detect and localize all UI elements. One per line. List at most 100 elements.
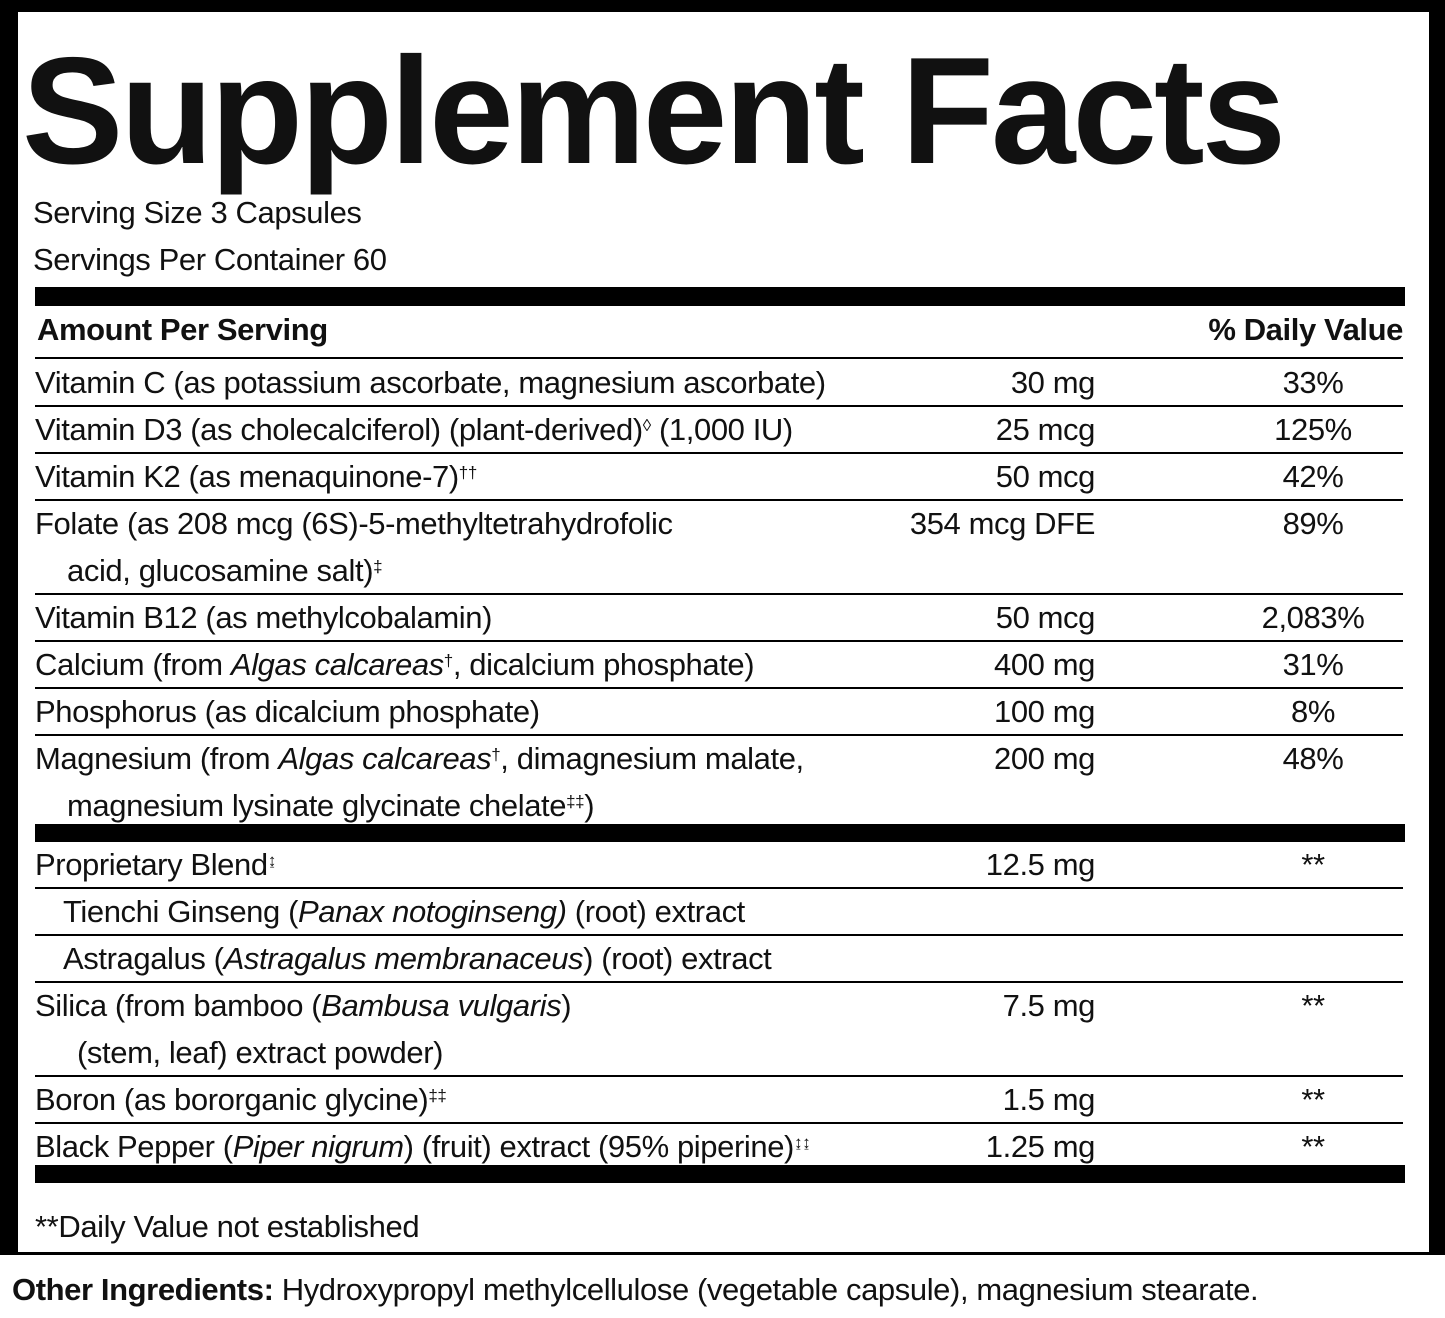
- rule: [35, 452, 1403, 454]
- rule: [35, 357, 1403, 359]
- daily-value: **: [1301, 847, 1325, 882]
- nutrient-name: Vitamin D3 (as cholecalciferol) (plant-d…: [35, 412, 793, 448]
- amount: 354 mcg DFE: [909, 506, 1096, 541]
- nutrient-name: acid, glucosamine salt)‡: [67, 553, 383, 589]
- name-part: Astragalus (: [63, 941, 224, 976]
- name-part: ): [561, 988, 572, 1023]
- name-part: Vitamin B12 (as methylcobalamin): [35, 600, 492, 635]
- nutrient-name: Vitamin K2 (as menaquinone-7)††: [35, 459, 477, 495]
- other-ingredients-label: Other Ingredients:: [12, 1272, 274, 1307]
- amount: 1.5 mg: [1002, 1082, 1096, 1117]
- nutrient-name: Vitamin B12 (as methylcobalamin): [35, 600, 492, 636]
- nutrient-name: Calcium (from Algas calcareas†, dicalciu…: [35, 647, 755, 683]
- nutrient-name: (stem, leaf) extract powder): [77, 1035, 443, 1071]
- daily-value: 42%: [1282, 459, 1344, 494]
- name-part: ): [584, 788, 595, 823]
- name-part: ††: [458, 463, 478, 482]
- daily-value: 89%: [1282, 506, 1344, 541]
- nutrient-name: Proprietary Blend↨: [35, 847, 276, 883]
- name-part: Tienchi Ginseng (: [63, 894, 298, 929]
- header-daily-value: % Daily Value: [1208, 312, 1403, 347]
- header-amount: Amount Per Serving: [37, 312, 328, 347]
- name-part: ‡‡: [428, 1086, 447, 1105]
- amount: 50 mcg: [995, 600, 1096, 635]
- nutrient-name: Boron (as bororganic glycine)‡‡: [35, 1082, 447, 1118]
- thick-rule: [35, 287, 1405, 306]
- name-part: Vitamin K2 (as menaquinone-7): [35, 459, 459, 494]
- thick-rule: [35, 1165, 1405, 1183]
- amount: 7.5 mg: [1002, 988, 1096, 1023]
- name-part: ) (fruit) extract (95% piperine): [403, 1129, 795, 1164]
- amount: 100 mg: [994, 694, 1095, 729]
- name-part: acid, glucosamine salt): [67, 553, 374, 588]
- nutrient-name: magnesium lysinate glycinate chelate‡‡): [67, 788, 595, 824]
- name-part: (stem, leaf) extract powder): [77, 1035, 444, 1070]
- name-part: Astragalus membranaceus: [223, 941, 584, 976]
- rule: [35, 981, 1403, 983]
- name-part: ◊: [642, 416, 651, 435]
- amount: 400 mg: [994, 647, 1095, 682]
- name-part: Algas calcareas: [278, 741, 492, 776]
- other-ingredients: Other Ingredients: Hydroxypropyl methylc…: [12, 1272, 1259, 1308]
- name-part: Panax notoginseng): [298, 894, 567, 929]
- name-part: ‡‡: [566, 792, 585, 811]
- thick-rule: [35, 824, 1405, 842]
- amount: 200 mg: [994, 741, 1095, 776]
- name-part: (root) extract: [566, 894, 746, 929]
- name-part: Black Pepper (: [35, 1129, 233, 1164]
- name-part: ) (root) extract: [583, 941, 772, 976]
- nutrient-name: Black Pepper (Piper nigrum) (fruit) extr…: [35, 1129, 811, 1165]
- name-part: Bambusa vulgaris: [321, 988, 562, 1023]
- rule: [35, 640, 1403, 642]
- nutrient-name: Magnesium (from Algas calcareas†, dimagn…: [35, 741, 804, 777]
- serving-size: Serving Size 3 Capsules: [33, 195, 362, 230]
- rule: [35, 1122, 1403, 1124]
- rule: [35, 887, 1403, 889]
- name-part: Silica (from bamboo (: [35, 988, 322, 1023]
- name-part: Vitamin C (as potassium ascorbate, magne…: [35, 365, 826, 400]
- nutrient-name: Tienchi Ginseng (Panax notoginseng) (roo…: [63, 894, 745, 930]
- amount: 1.25 mg: [985, 1129, 1096, 1164]
- name-part: Folate (as 208 mcg (6S)-5-methyltetrahyd…: [35, 506, 673, 541]
- name-part: (1,000 IU): [650, 412, 793, 447]
- servings-per-container: Servings Per Container 60: [33, 242, 387, 277]
- daily-value: 48%: [1282, 741, 1344, 776]
- daily-value: 125%: [1274, 412, 1352, 447]
- daily-value: **: [1301, 988, 1325, 1023]
- name-part: Algas calcareas: [230, 647, 444, 682]
- name-part: ‡: [373, 557, 383, 576]
- name-part: Phosphorus (as dicalcium phosphate): [35, 694, 540, 729]
- amount: 30 mg: [1010, 365, 1096, 400]
- name-part: †: [491, 745, 501, 764]
- name-part: Boron (as bororganic glycine): [35, 1082, 429, 1117]
- name-part: Vitamin D3 (as cholecalciferol) (plant-d…: [35, 412, 643, 447]
- daily-value: 8%: [1290, 694, 1335, 729]
- daily-value: **: [1301, 1129, 1325, 1164]
- rule: [35, 405, 1403, 407]
- rule: [35, 499, 1403, 501]
- amount: 50 mcg: [995, 459, 1096, 494]
- name-part: Proprietary Blend: [35, 847, 268, 882]
- daily-value: 33%: [1282, 365, 1344, 400]
- name-part: magnesium lysinate glycinate chelate: [67, 788, 567, 823]
- name-part: ↨: [267, 851, 277, 870]
- daily-value: **: [1301, 1082, 1325, 1117]
- rule: [35, 1075, 1403, 1077]
- name-part: Calcium (from: [35, 647, 231, 682]
- rule: [35, 934, 1403, 936]
- other-ingredients-text: Hydroxypropyl methylcellulose (vegetable…: [273, 1272, 1259, 1307]
- amount: 12.5 mg: [985, 847, 1096, 882]
- name-part: †: [443, 651, 453, 670]
- nutrient-name: Phosphorus (as dicalcium phosphate): [35, 694, 540, 730]
- nutrient-name: Silica (from bamboo (Bambusa vulgaris): [35, 988, 572, 1024]
- daily-value: 2,083%: [1261, 600, 1365, 635]
- name-part: , dimagnesium malate,: [500, 741, 804, 776]
- name-part: Piper nigrum: [232, 1129, 404, 1164]
- footnote: **Daily Value not established: [35, 1209, 420, 1244]
- amount: 25 mcg: [995, 412, 1096, 447]
- rule: [35, 734, 1403, 736]
- daily-value: 31%: [1282, 647, 1344, 682]
- rule: [35, 687, 1403, 689]
